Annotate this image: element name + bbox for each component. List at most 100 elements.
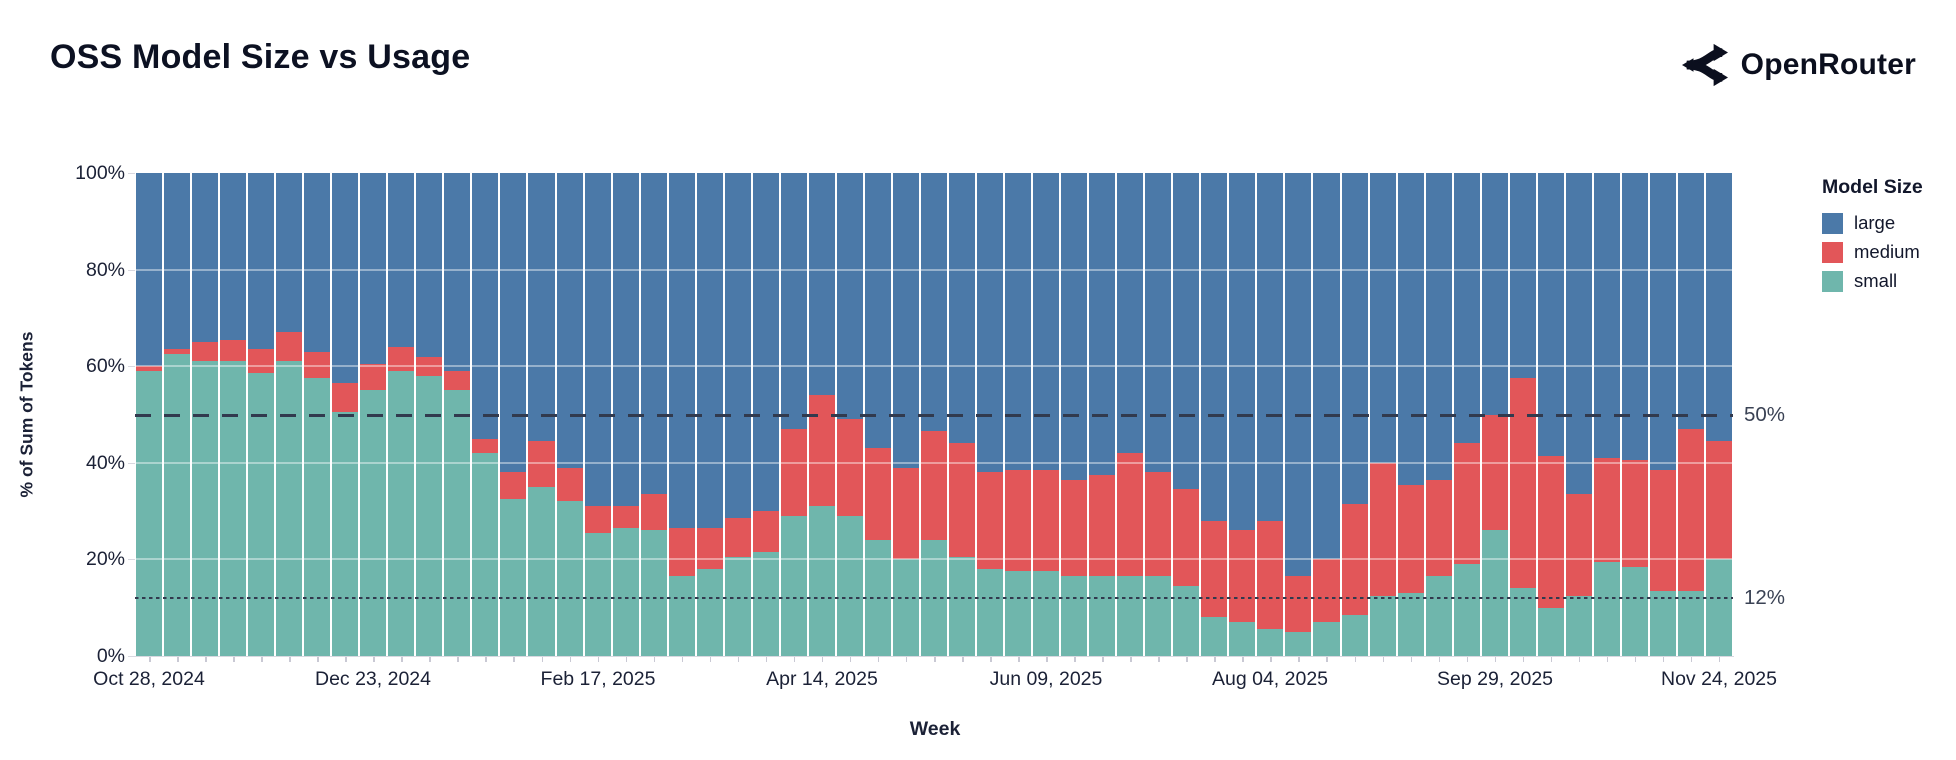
bar-segment-small[interactable] <box>1649 590 1676 656</box>
bar-segment-medium[interactable] <box>1145 472 1172 577</box>
bar-segment-small[interactable] <box>1453 564 1480 656</box>
bar[interactable] <box>248 173 275 656</box>
bar-segment-small[interactable] <box>1677 590 1704 656</box>
bar-segment-medium[interactable] <box>1649 470 1676 591</box>
bar-segment-small[interactable] <box>640 530 667 656</box>
bar-segment-large[interactable] <box>920 173 947 432</box>
bar-segment-large[interactable] <box>1537 173 1564 456</box>
bar[interactable] <box>1005 173 1032 656</box>
bar-segment-medium[interactable] <box>1453 443 1480 565</box>
bar-segment-medium[interactable] <box>1565 494 1592 596</box>
bar[interactable] <box>444 173 471 656</box>
bar-segment-small[interactable] <box>360 390 387 656</box>
bar-segment-large[interactable] <box>136 173 163 367</box>
bar-segment-large[interactable] <box>780 173 807 429</box>
bar-segment-medium[interactable] <box>1509 378 1536 589</box>
bar-segment-large[interactable] <box>668 173 695 528</box>
bar-segment-medium[interactable] <box>1313 559 1340 623</box>
bar-segment-large[interactable] <box>1621 173 1648 461</box>
bar[interactable] <box>360 173 387 656</box>
bar[interactable] <box>1201 173 1228 656</box>
bar-segment-medium[interactable] <box>864 448 891 541</box>
bar[interactable] <box>584 173 611 656</box>
bar-segment-small[interactable] <box>1117 576 1144 656</box>
bar[interactable] <box>332 173 359 656</box>
bar-segment-medium[interactable] <box>696 528 723 570</box>
bar[interactable] <box>752 173 779 656</box>
bar-segment-medium[interactable] <box>332 383 359 413</box>
bar[interactable] <box>920 173 947 656</box>
bar-segment-large[interactable] <box>1285 173 1312 577</box>
bar[interactable] <box>1537 173 1564 656</box>
bar-segment-medium[interactable] <box>836 419 863 516</box>
bar[interactable] <box>164 173 191 656</box>
bar-segment-large[interactable] <box>1425 173 1452 480</box>
bar-segment-large[interactable] <box>864 173 891 449</box>
bar[interactable] <box>1397 173 1424 656</box>
bar[interactable] <box>1677 173 1704 656</box>
bar[interactable] <box>388 173 415 656</box>
bar[interactable] <box>472 173 499 656</box>
bar-segment-small[interactable] <box>1033 571 1060 656</box>
bar-segment-medium[interactable] <box>780 428 807 516</box>
bar-segment-small[interactable] <box>304 378 331 656</box>
bar-segment-medium[interactable] <box>612 506 639 528</box>
bar-segment-medium[interactable] <box>1089 474 1116 577</box>
bar-segment-large[interactable] <box>1145 173 1172 473</box>
bar-segment-large[interactable] <box>612 173 639 507</box>
bar[interactable] <box>1565 173 1592 656</box>
bar-segment-small[interactable] <box>1341 614 1368 656</box>
bar-segment-large[interactable] <box>836 173 863 420</box>
bar-segment-large[interactable] <box>1313 173 1340 560</box>
bar[interactable] <box>668 173 695 656</box>
bar[interactable] <box>724 173 751 656</box>
bar-segment-small[interactable] <box>136 371 163 656</box>
bar-segment-medium[interactable] <box>1229 530 1256 623</box>
bar-segment-medium[interactable] <box>1593 457 1620 562</box>
bar-segment-small[interactable] <box>780 515 807 656</box>
bar-segment-medium[interactable] <box>724 518 751 557</box>
bar-segment-large[interactable] <box>556 173 583 468</box>
bar-segment-medium[interactable] <box>1481 414 1508 531</box>
bar[interactable] <box>640 173 667 656</box>
bar-segment-small[interactable] <box>528 486 555 656</box>
bar[interactable] <box>892 173 919 656</box>
bar-segment-small[interactable] <box>1397 593 1424 656</box>
bar-segment-small[interactable] <box>977 569 1004 656</box>
bar-segment-small[interactable] <box>276 361 303 656</box>
bar-segment-small[interactable] <box>1481 530 1508 656</box>
bar-segment-large[interactable] <box>1369 173 1396 463</box>
bar-segment-small[interactable] <box>1509 588 1536 656</box>
bar[interactable] <box>1313 173 1340 656</box>
bar[interactable] <box>1481 173 1508 656</box>
bar-segment-small[interactable] <box>1089 576 1116 656</box>
bar-segment-medium[interactable] <box>1341 503 1368 615</box>
bar-segment-large[interactable] <box>248 173 275 350</box>
bar-segment-medium[interactable] <box>1201 520 1228 618</box>
bar-segment-large[interactable] <box>164 173 191 350</box>
bar[interactable] <box>696 173 723 656</box>
bar-segment-small[interactable] <box>949 556 976 656</box>
bar-segment-medium[interactable] <box>752 511 779 553</box>
bar-segment-large[interactable] <box>752 173 779 512</box>
bar-segment-medium[interactable] <box>416 356 443 376</box>
bar-segment-small[interactable] <box>752 552 779 656</box>
bar-segment-medium[interactable] <box>892 467 919 560</box>
bar-segment-small[interactable] <box>444 390 471 656</box>
bar-segment-large[interactable] <box>444 173 471 372</box>
bar-segment-large[interactable] <box>1481 173 1508 415</box>
bar-segment-small[interactable] <box>472 453 499 656</box>
bar-segment-large[interactable] <box>1033 173 1060 471</box>
bar-segment-medium[interactable] <box>164 349 191 355</box>
bar-segment-medium[interactable] <box>1705 441 1732 560</box>
bar-segment-large[interactable] <box>1397 173 1424 485</box>
bar-segment-large[interactable] <box>528 173 555 442</box>
bar-segment-large[interactable] <box>1089 173 1116 475</box>
bar-segment-small[interactable] <box>164 354 191 656</box>
bar[interactable] <box>1593 173 1620 656</box>
bar-segment-large[interactable] <box>472 173 499 439</box>
bar-segment-small[interactable] <box>192 361 219 656</box>
bar-segment-medium[interactable] <box>668 528 695 577</box>
bar-segment-medium[interactable] <box>808 395 835 507</box>
bar-segment-large[interactable] <box>192 173 219 343</box>
